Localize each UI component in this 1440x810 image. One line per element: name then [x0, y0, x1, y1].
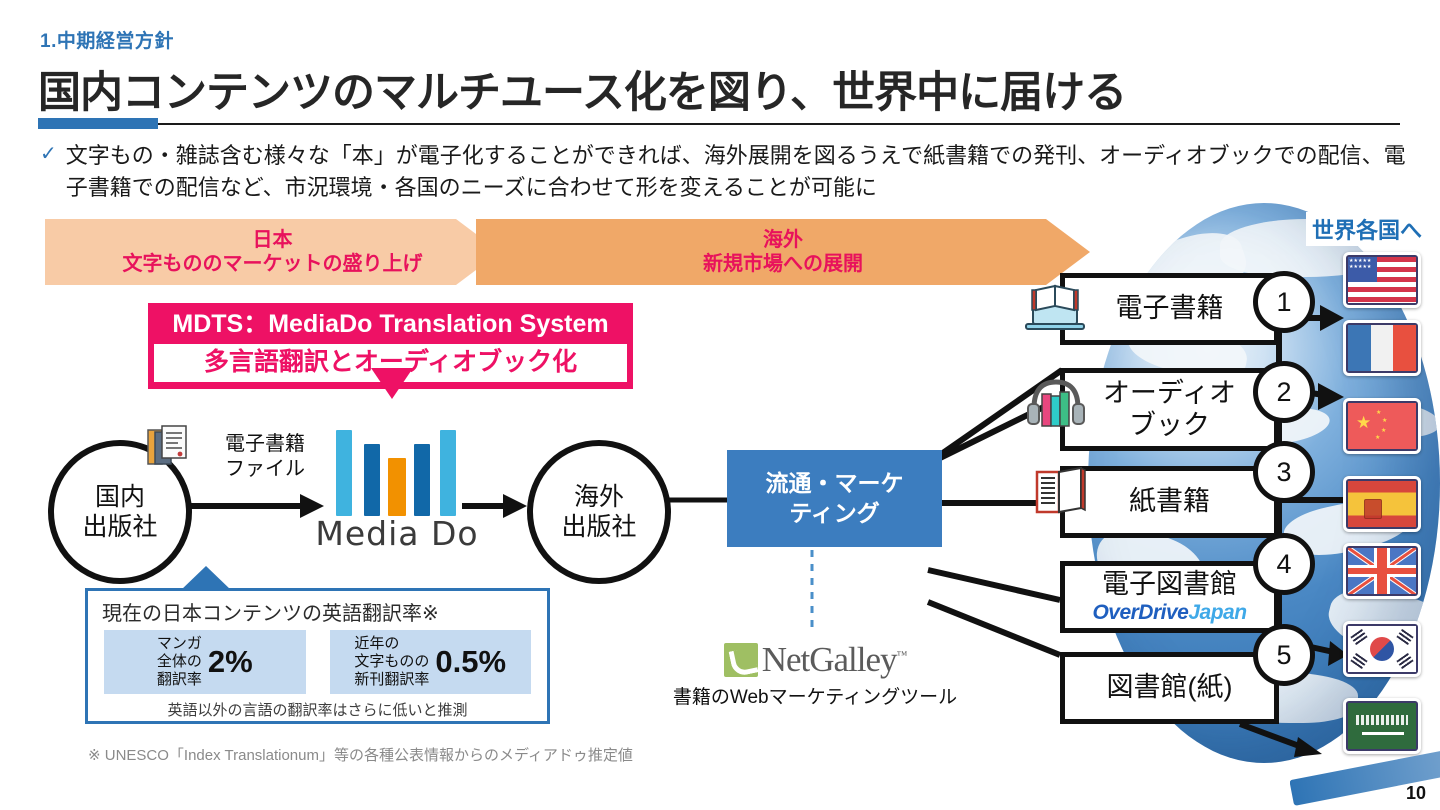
ebook-laptop-icon	[1025, 284, 1085, 330]
domestic-line1: 国内	[94, 482, 145, 511]
channel-box-digital-library: 電子図書館 OverDriveJapan	[1060, 561, 1279, 633]
netgalley-word: NetGalley	[761, 640, 898, 679]
text-l1: 近年の	[354, 635, 400, 652]
step-number-2: 2	[1253, 361, 1315, 423]
media-do-logo: Media Do	[315, 418, 478, 568]
overseas-line2: 出版社	[561, 513, 637, 541]
uk-flag	[1343, 543, 1421, 599]
mdts-title: MDTS：MediaDo Translation System	[172, 310, 609, 338]
stat-cell-text-value: 0.5%	[435, 644, 507, 679]
channel-box-paper-book: 紙書籍	[1060, 466, 1279, 538]
marketing-line2: ティング	[789, 499, 880, 526]
marketing-line1: 流通・マーケ	[765, 469, 904, 496]
korea-flag	[1343, 621, 1421, 677]
phase2-line1: 海外	[763, 228, 803, 251]
netgalley-tm: ™	[896, 649, 908, 662]
netgalley-block: NetGalley™ 書籍のWebマーケティングツール	[665, 640, 965, 709]
usa-flag	[1343, 252, 1421, 308]
stat-cell-manga: マンガ 全体の 翻訳率 2%	[104, 630, 306, 694]
spain-flag	[1343, 476, 1421, 532]
stat-cell-manga-label: マンガ 全体の 翻訳率	[157, 635, 202, 689]
text-l2: 文字ものの	[354, 653, 430, 670]
netgalley-mark-icon	[723, 643, 758, 677]
channel-5-label: 図書館(紙)	[1106, 672, 1233, 703]
stat-card-note: 英語以外の言語の翻訳率はさらに低いと推測	[167, 702, 468, 719]
manga-l2: 全体の	[156, 653, 202, 670]
china-flag: ★ ★ ★ ★ ★	[1343, 398, 1421, 454]
channel-box-ebook: 電子書籍	[1060, 273, 1279, 345]
france-flag	[1343, 320, 1421, 376]
marketing-box: 流通・マーケ ティング	[727, 450, 942, 547]
phase-arrow-japan: 日本 文字もののマーケットの盛り上げ	[45, 219, 500, 285]
channel-3-label: 紙書籍	[1129, 486, 1210, 517]
stat-cell-manga-value: 2%	[207, 644, 253, 679]
page-number: 10	[1405, 783, 1426, 803]
channel-box-audiobook: オーディオ ブック	[1060, 368, 1279, 451]
channel-1-label: 電子書籍	[1115, 293, 1224, 324]
phase1-line1: 日本	[252, 228, 293, 251]
netgalley-logo: NetGalley™	[665, 640, 965, 680]
lead-paragraph: ✓ 文字もの・雑誌含む様々な「本」が電子化することができれば、海外展開を図るうえ…	[40, 140, 1410, 204]
netgalley-caption: 書籍のWebマーケティングツール	[672, 687, 958, 708]
phase1-line2: 文字もののマーケットの盛り上げ	[122, 253, 423, 275]
channel-2-line1: オーディオ	[1102, 378, 1237, 409]
manga-l1: マンガ	[156, 635, 202, 652]
text-l3: 新刊翻訳率	[354, 671, 430, 688]
file-line2: ファイル	[225, 458, 305, 480]
title-divider	[38, 118, 1400, 129]
japan-word: Japan	[1188, 600, 1247, 624]
step-number-1: 1	[1253, 271, 1315, 333]
world-label: 世界各国へ	[1305, 212, 1428, 246]
stat-cell-text: 近年の 文字ものの 新刊翻訳率 0.5%	[329, 630, 531, 694]
ebook-file-label: 電子書籍 ファイル	[205, 432, 325, 482]
channel-2-line2: ブック	[1129, 409, 1210, 440]
node-overseas-publisher: 海外 出版社	[527, 440, 671, 584]
overseas-line1: 海外	[573, 482, 624, 511]
stat-cell-text-label: 近年の 文字ものの 新刊翻訳率	[354, 635, 429, 689]
stat-card-heading: 現在の日本コンテンツの英語翻訳率※	[102, 603, 439, 625]
file-line1: 電子書籍	[225, 433, 305, 455]
domestic-line2: 出版社	[82, 513, 158, 541]
stat-card-footnote: ※ UNESCO「Index Translationum」等の各種公表情報からの…	[88, 747, 633, 764]
stat-card: 現在の日本コンテンツの英語翻訳率※ マンガ 全体の 翻訳率 2% 近年の 文字も…	[85, 588, 550, 724]
section-eyebrow: 1.中期経営方針	[40, 31, 174, 52]
channel-4-label: 電子図書館	[1102, 568, 1237, 599]
check-icon: ✓	[40, 143, 57, 165]
overdrive-word: OverDrive	[1092, 600, 1189, 624]
media-do-wordmark: Media Do	[315, 514, 479, 553]
lead-text: 文字もの・雑誌含む様々な「本」が電子化することができれば、海外展開を図るうえで紙…	[65, 143, 1406, 200]
audiobook-headphone-icon	[1027, 379, 1085, 427]
ebook-file-icon	[147, 425, 187, 465]
phase2-line2: 新規市場への展開	[703, 253, 863, 275]
paper-book-icon	[1035, 466, 1086, 514]
stat-card-cells: マンガ 全体の 翻訳率 2% 近年の 文字ものの 新刊翻訳率 0.5%	[88, 630, 547, 694]
mdts-pointer	[371, 368, 413, 399]
step-number-3: 3	[1253, 441, 1315, 503]
phase-arrow-overseas: 海外 新規市場への展開	[476, 219, 1090, 285]
step-number-5: 5	[1253, 624, 1315, 686]
saudi-arabia-flag	[1343, 698, 1421, 754]
media-do-bars	[336, 424, 458, 516]
netgalley-wordmark: NetGalley™	[761, 640, 908, 680]
stat-card-pointer	[180, 566, 232, 591]
overdrive-japan-logo: OverDriveJapan	[1092, 600, 1247, 625]
channel-box-library-paper: 図書館(紙)	[1060, 652, 1279, 724]
page-title: 国内コンテンツのマルチユース化を図り、世界中に届ける	[38, 69, 1127, 117]
manga-l3: 翻訳率	[156, 671, 202, 688]
mdts-callout: MDTS：MediaDo Translation System 多言語翻訳とオー…	[148, 303, 633, 389]
step-number-4: 4	[1253, 533, 1315, 595]
